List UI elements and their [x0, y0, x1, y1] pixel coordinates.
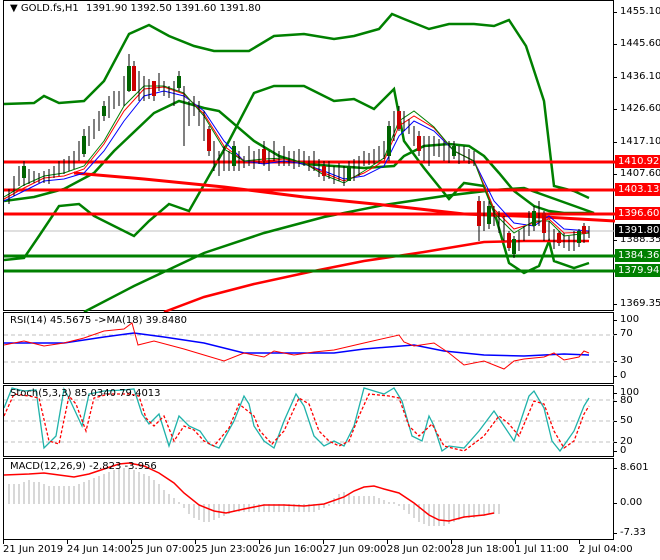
level-tag-support: 1384.36 — [615, 249, 660, 262]
level-tag-resistance: 1410.92 — [615, 155, 660, 168]
price-tick: 1426.60 — [614, 103, 660, 114]
stochastic-pane[interactable]: Stoch(5,3,3) 85.0340 79.4013 — [3, 385, 615, 457]
symbol-label: GOLD.fs,H1 — [20, 3, 79, 14]
price-chart-pane[interactable]: ▼ GOLD.fs,H1 1391.90 1392.50 1391.60 139… — [3, 0, 615, 312]
time-tick: 25 Jun 07:00 — [131, 540, 195, 555]
rsi-axis: 100 70 30 0 — [614, 312, 660, 384]
candles — [8, 54, 590, 258]
price-chart-canvas — [4, 12, 615, 312]
macd-axis: 8.601 0.00 -7.33 — [614, 458, 660, 540]
current-price-tag: 1391.80 — [615, 224, 660, 237]
time-tick: 28 Jun 02:00 — [387, 540, 451, 555]
price-axis: 1455.10 1445.60 1436.10 1426.60 1417.10 … — [614, 0, 660, 311]
price-tick: 1417.10 — [614, 136, 660, 147]
ohlc-values: 1391.90 1392.50 1391.60 1391.80 — [85, 3, 261, 14]
time-tick: 24 Jun 14:00 — [67, 540, 131, 555]
macd-tick: 0.00 — [614, 497, 642, 508]
price-tick: 1455.10 — [614, 6, 660, 17]
stoch-tick: 80 — [614, 395, 633, 406]
price-tick: 1445.60 — [614, 38, 660, 49]
level-tag-resistance: 1396.60 — [615, 207, 660, 220]
level-tag-resistance: 1403.13 — [615, 183, 660, 196]
price-tick: 1407.60 — [614, 168, 660, 179]
time-axis: 21 Jun 2019 24 Jun 14:00 25 Jun 07:00 25… — [0, 540, 660, 560]
rsi-tick: 100 — [614, 314, 639, 325]
price-tick: 1369.35 — [614, 298, 660, 309]
stoch-tick: 100 — [614, 387, 639, 398]
triangle-down-icon[interactable]: ▼ — [10, 3, 18, 14]
stoch-tick: 0 — [614, 445, 626, 456]
time-tick: 1 Jul 11:00 — [515, 540, 569, 555]
chart-header: ▼ GOLD.fs,H1 1391.90 1392.50 1391.60 139… — [10, 3, 261, 14]
stoch-tick: 20 — [614, 436, 633, 447]
price-tick: 1436.10 — [614, 71, 660, 82]
rsi-canvas — [4, 322, 615, 370]
rsi-label: RSI(14) 45.5675 ->MA(18) 39.8480 — [10, 315, 187, 326]
macd-canvas — [4, 462, 500, 526]
macd-tick: 8.601 — [614, 462, 649, 473]
rsi-tick: 70 — [614, 328, 633, 339]
macd-tick: -7.33 — [614, 527, 646, 538]
stochastic-label: Stoch(5,3,3) 85.0340 79.4013 — [10, 388, 161, 399]
time-tick: 26 Jun 16:00 — [259, 540, 323, 555]
candle-bodies — [22, 66, 586, 254]
rsi-pane[interactable]: RSI(14) 45.5675 ->MA(18) 39.8480 — [3, 312, 615, 384]
time-tick: 27 Jun 09:00 — [323, 540, 387, 555]
macd-label: MACD(12,26,9) -2.823 -3.956 — [10, 461, 157, 472]
time-tick: 21 Jun 2019 — [3, 540, 64, 555]
rsi-tick: 0 — [614, 370, 626, 381]
time-tick: 2 Jul 04:00 — [579, 540, 633, 555]
rsi-tick: 30 — [614, 355, 633, 366]
level-tag-support: 1379.94 — [615, 264, 660, 277]
time-tick: 28 Jun 18:00 — [451, 540, 515, 555]
stochastic-canvas — [4, 387, 615, 453]
stochastic-axis: 100 80 50 20 0 — [614, 385, 660, 457]
macd-pane[interactable]: MACD(12,26,9) -2.823 -3.956 — [3, 458, 614, 540]
stoch-tick: 50 — [614, 415, 633, 426]
price-tick: 1388.35 — [614, 234, 660, 245]
time-tick: 25 Jun 23:00 — [195, 540, 259, 555]
